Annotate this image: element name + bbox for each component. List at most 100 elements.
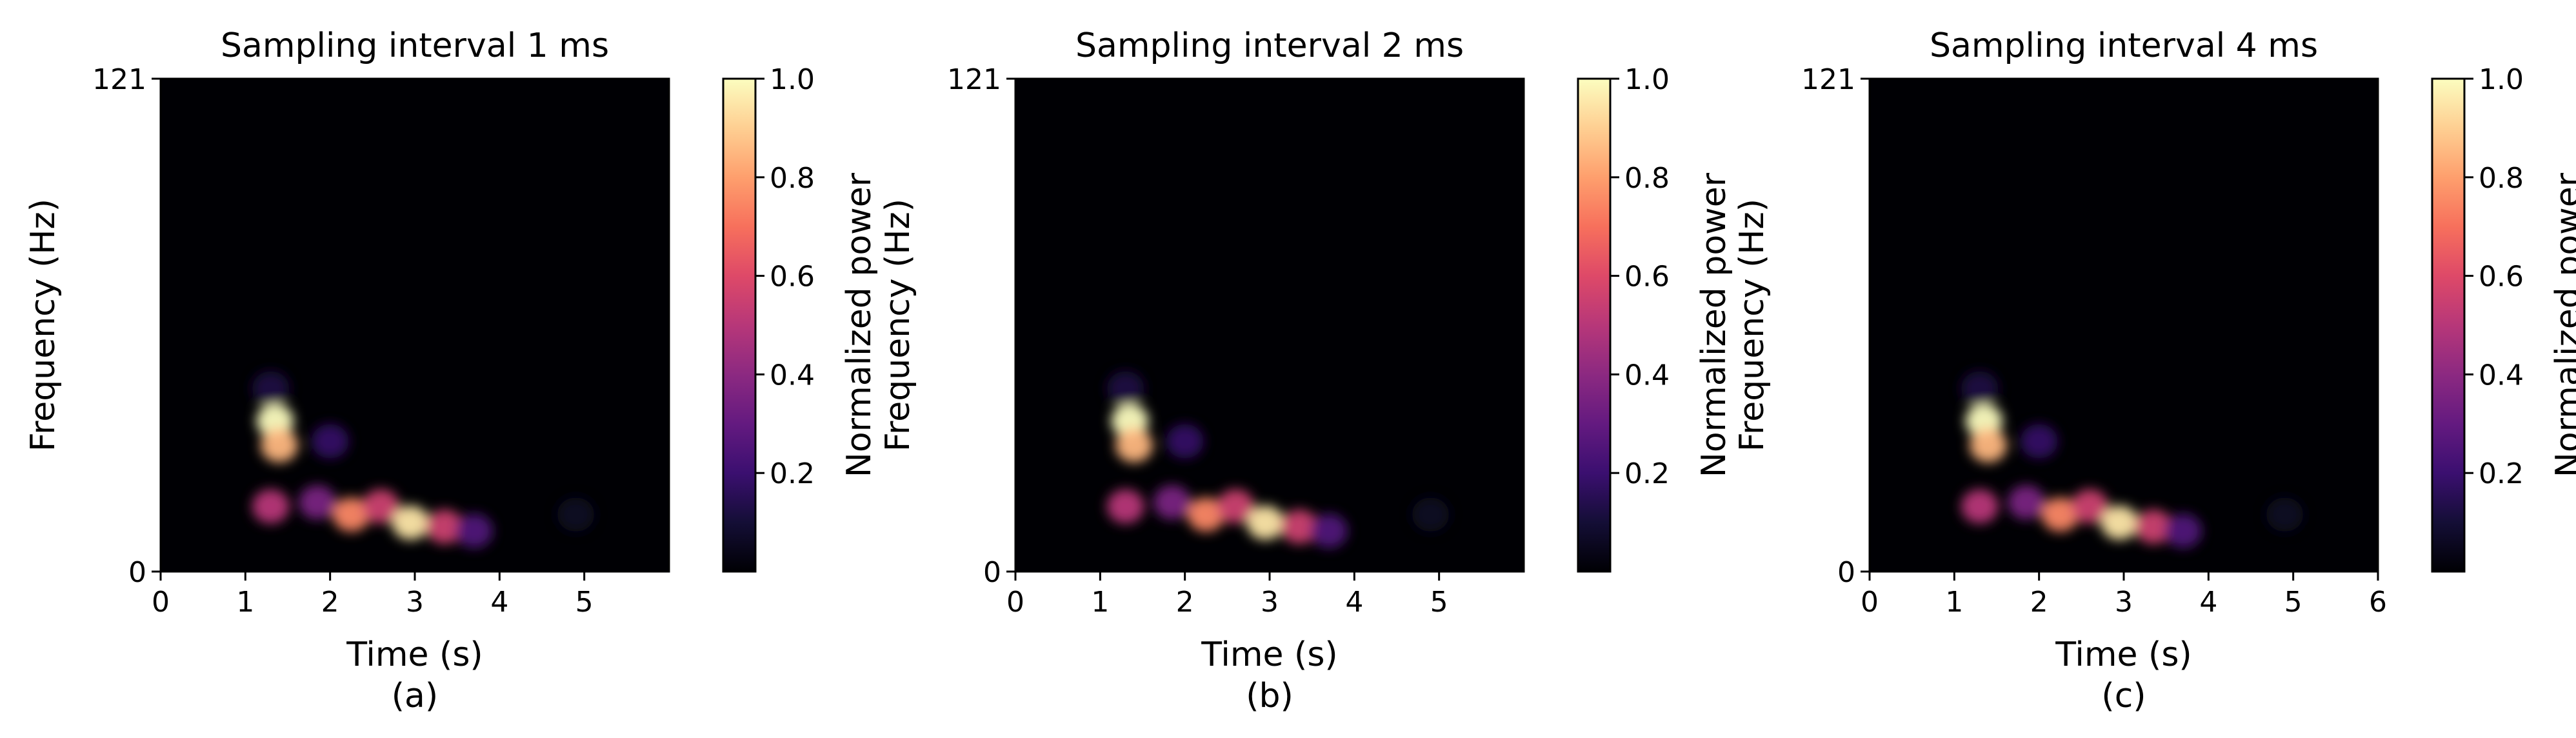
power-blob-9 — [1246, 505, 1284, 540]
spectrogram-panel-2: 0 1 2 3 4 5 0 121 Sampling interval 2 ms Time (s)… — [879, 26, 1733, 715]
power-blob-7 — [332, 497, 370, 532]
colorbar-tick-label: 0.2 — [2479, 457, 2524, 490]
x-tick-label: 5 — [1430, 586, 1448, 619]
colorbar-tick-label: 0.4 — [1624, 359, 1670, 392]
y-tick-label: 0 — [983, 556, 1001, 589]
power-blob-12 — [2266, 497, 2304, 532]
power-blob-2 — [1115, 428, 1153, 463]
y-axis-label: Frequency (Hz) — [24, 199, 63, 452]
x-tick-label: 3 — [2115, 586, 2133, 619]
plot-area — [1015, 79, 1524, 572]
y-axis-label: Frequency (Hz) — [1733, 199, 1772, 452]
power-blob-6 — [1153, 485, 1191, 520]
panel-caption: (a) — [392, 677, 438, 715]
y-tick-label: 121 — [947, 63, 1001, 96]
power-blob-5 — [252, 489, 290, 524]
power-blob-8 — [362, 489, 400, 524]
colorbar-tick-label: 0.6 — [1624, 261, 1670, 294]
plot-area — [1870, 79, 2378, 572]
power-blob-11 — [455, 514, 493, 548]
x-tick-label: 1 — [1945, 586, 1963, 619]
colorbar-gradient — [2432, 79, 2464, 572]
power-blobs — [1106, 371, 1450, 548]
colorbar-gradient — [723, 79, 755, 572]
colorbar-tick-label: 0.8 — [2479, 162, 2524, 195]
x-axis-label: Time (s) — [346, 635, 483, 674]
chart-title: Sampling interval 4 ms — [1930, 26, 2318, 65]
power-blob-7 — [1187, 497, 1225, 532]
colorbar-frame — [2431, 77, 2466, 573]
power-blob-10 — [1281, 510, 1318, 544]
colorbar-tick-label: 0.6 — [770, 261, 815, 294]
y-tick-label: 121 — [92, 63, 146, 96]
panel-caption: (c) — [2101, 677, 2146, 715]
power-blob-11 — [2164, 514, 2202, 548]
x-tick-label: 6 — [2369, 586, 2387, 619]
x-axis-label: Time (s) — [2055, 635, 2192, 674]
power-blob-10 — [2135, 510, 2172, 544]
x-tick-label: 2 — [321, 586, 339, 619]
colorbar: 0.2 0.4 0.6 0.8 1.0 Normalized power — [722, 63, 879, 573]
power-blob-4 — [1166, 424, 1204, 459]
y-tick-label: 0 — [1837, 556, 1855, 589]
power-blob-5 — [1961, 489, 1999, 524]
power-blob-5 — [1106, 489, 1144, 524]
colorbar-tick-label: 0.8 — [1624, 162, 1670, 195]
x-tick-label: 1 — [236, 586, 254, 619]
power-blob-3 — [252, 371, 290, 406]
power-blob-6 — [299, 485, 336, 520]
x-tick-label: 0 — [1861, 586, 1879, 619]
chart-title: Sampling interval 2 ms — [1075, 26, 1464, 65]
x-tick-label: 0 — [152, 586, 170, 619]
colorbar-tick-label: 0.8 — [770, 162, 815, 195]
x-tick-label: 4 — [2199, 586, 2217, 619]
power-blob-6 — [2008, 485, 2045, 520]
power-blob-3 — [1961, 371, 1999, 406]
colorbar-tick-label: 0.2 — [1624, 457, 1670, 490]
plot-area — [161, 79, 669, 572]
colorbar-tick-label: 1.0 — [1624, 63, 1670, 96]
colorbar-label: Normalized power — [2549, 172, 2576, 477]
x-tick-label: 2 — [1176, 586, 1194, 619]
power-blob-8 — [2071, 489, 2109, 524]
power-blob-4 — [311, 424, 349, 459]
power-blob-7 — [2041, 497, 2079, 532]
power-blobs — [1961, 371, 2304, 548]
colorbar-tick-label: 0.6 — [2479, 261, 2524, 294]
power-blob-11 — [1310, 514, 1348, 548]
spectrogram-panel-3: 0 1 2 3 4 5 6 0 121 Sampling interval 4 ms Time (s… — [1733, 26, 2576, 715]
x-tick-label: 2 — [2030, 586, 2048, 619]
power-blob-10 — [426, 510, 463, 544]
power-blob-12 — [1412, 497, 1450, 532]
power-blob-2 — [260, 428, 298, 463]
y-tick-label: 0 — [128, 556, 146, 589]
x-tick-label: 5 — [2284, 586, 2302, 619]
colorbar-tick-label: 0.4 — [2479, 359, 2524, 392]
x-tick-label: 4 — [1345, 586, 1363, 619]
power-blob-8 — [1217, 489, 1255, 524]
power-blob-9 — [2101, 505, 2139, 540]
power-blob-3 — [1106, 371, 1144, 406]
colorbar: 0.2 0.4 0.6 0.8 1.0 Normalized power — [1577, 63, 1733, 573]
y-axis-label: Frequency (Hz) — [879, 199, 917, 452]
x-tick-label: 3 — [1261, 586, 1279, 619]
power-blob-12 — [557, 497, 595, 532]
x-tick-label: 4 — [490, 586, 508, 619]
power-blob-2 — [1969, 428, 2007, 463]
y-tick-label: 121 — [1801, 63, 1855, 96]
power-blob-4 — [2020, 424, 2058, 459]
x-tick-label: 1 — [1091, 586, 1109, 619]
colorbar-tick-label: 0.4 — [770, 359, 815, 392]
colorbar: 0.2 0.4 0.6 0.8 1.0 Normalized power — [2431, 63, 2576, 573]
colorbar-label: Normalized power — [840, 172, 879, 477]
x-tick-label: 5 — [575, 586, 594, 619]
colorbar-gradient — [1578, 79, 1610, 572]
x-tick-label: 0 — [1006, 586, 1024, 619]
colorbar-label: Normalized power — [1695, 172, 1733, 477]
colorbar-tick-label: 0.2 — [770, 457, 815, 490]
power-blob-9 — [392, 505, 430, 540]
colorbar-frame — [722, 77, 757, 573]
colorbar-tick-label: 1.0 — [770, 63, 815, 96]
panel-caption: (b) — [1246, 677, 1293, 715]
